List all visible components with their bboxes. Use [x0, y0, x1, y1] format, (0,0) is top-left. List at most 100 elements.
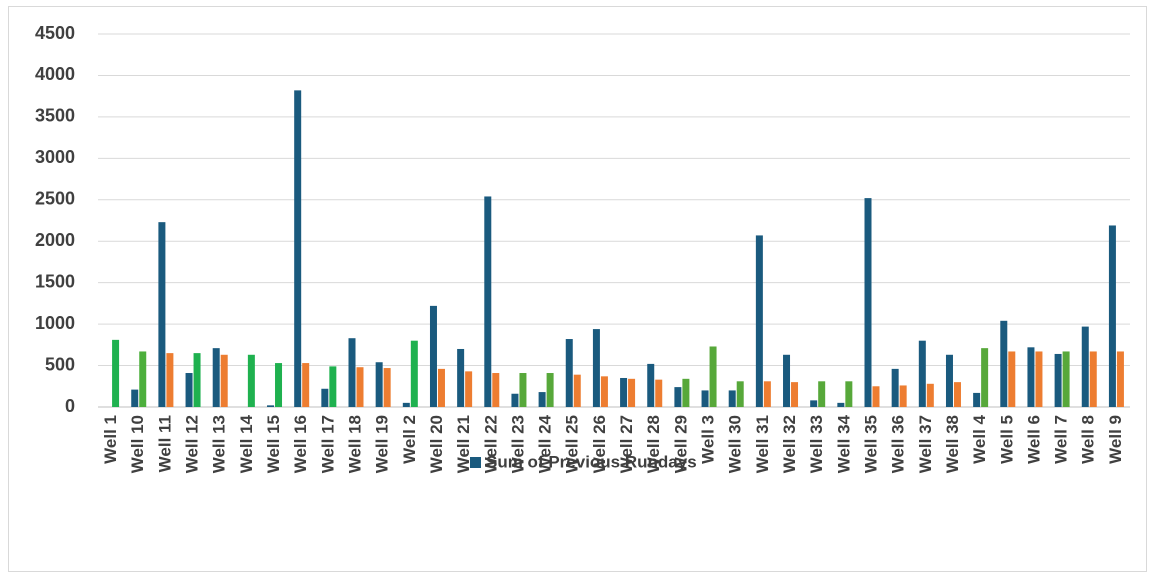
bar [926, 383, 934, 407]
x-tick-label: Well 15 [264, 415, 283, 473]
bar [628, 378, 636, 407]
bar [375, 362, 383, 407]
bar [465, 371, 473, 407]
bar [701, 390, 709, 407]
x-tick-label: Well 19 [373, 415, 392, 473]
bar [1108, 225, 1116, 407]
x-tick-label: Well 28 [644, 415, 663, 473]
x-tick-label: Well 3 [699, 415, 718, 464]
x-tick-label: Well 6 [1024, 415, 1043, 464]
bar [212, 348, 220, 407]
bar [348, 338, 356, 407]
bar [158, 222, 166, 407]
bar [294, 90, 302, 407]
bar [429, 305, 437, 407]
bar [1116, 351, 1124, 407]
y-tick-label: 1000 [35, 313, 75, 333]
bar [302, 363, 310, 407]
x-tick-label: Well 20 [427, 415, 446, 473]
bar [437, 368, 445, 407]
bar [872, 386, 880, 407]
x-tick-label: Well 23 [508, 415, 527, 473]
x-tick-label: Well 14 [237, 414, 256, 473]
bar [981, 348, 989, 407]
y-tick-label: 4500 [35, 23, 75, 43]
x-tick-label: Well 22 [481, 415, 500, 473]
bar [620, 377, 628, 407]
y-tick-label: 3500 [35, 106, 75, 126]
bar [864, 198, 872, 407]
x-tick-label: Well 36 [889, 415, 908, 473]
bar [1027, 347, 1035, 407]
bar [899, 385, 907, 407]
bar [973, 392, 981, 407]
bar [511, 393, 519, 407]
bar [1089, 351, 1097, 407]
bar [709, 346, 717, 407]
bar [1008, 351, 1016, 407]
x-tick-label: Well 27 [617, 415, 636, 473]
bar [166, 353, 174, 407]
bar [845, 381, 853, 407]
x-tick-label: Well 10 [128, 415, 147, 473]
x-tick-label: Well 9 [1106, 415, 1125, 464]
x-tick-label: Well 24 [536, 414, 555, 473]
x-tick-label: Well 16 [291, 415, 310, 473]
bar [818, 381, 826, 407]
bar [131, 389, 139, 407]
bar [519, 373, 527, 407]
x-tick-label: Well 13 [210, 415, 229, 473]
x-tick-label: Well 30 [726, 415, 745, 473]
y-tick-label: 500 [45, 354, 75, 374]
x-tick-label: Well 38 [943, 415, 962, 473]
bar [763, 381, 771, 407]
y-tick-label: 2500 [35, 189, 75, 209]
legend-label: Sum of Previous Rundays [486, 452, 697, 471]
bar [112, 339, 120, 407]
x-tick-label: Well 35 [861, 415, 880, 473]
x-tick-label: Well 31 [753, 415, 772, 473]
bar [1054, 353, 1062, 407]
x-tick-label: Well 1 [101, 415, 120, 464]
bar [546, 373, 554, 407]
bar [1000, 320, 1008, 407]
bar [383, 368, 391, 407]
bar [1081, 326, 1089, 407]
bar [783, 354, 791, 407]
x-tick-label: Well 29 [671, 415, 690, 473]
bar [484, 196, 492, 407]
bar [728, 390, 736, 407]
bar [410, 340, 418, 407]
bar [275, 363, 283, 407]
bar [736, 381, 744, 407]
bar [321, 388, 329, 407]
x-tick-label: Well 26 [590, 415, 609, 473]
y-tick-label: 3000 [35, 147, 75, 167]
bar [810, 400, 818, 407]
bar [674, 387, 682, 407]
bar [953, 382, 961, 407]
x-tick-label: Well 21 [454, 415, 473, 473]
bar [538, 392, 546, 407]
bar [565, 339, 573, 407]
x-tick-label: Well 8 [1079, 415, 1098, 464]
bar [247, 354, 255, 407]
x-tick-label: Well 18 [345, 415, 364, 473]
x-tick-label: Well 37 [916, 415, 935, 473]
bar [655, 379, 663, 407]
bar [755, 235, 763, 407]
bar [139, 351, 147, 407]
y-tick-label: 1500 [35, 271, 75, 291]
bar [600, 376, 608, 407]
x-tick-label: Well 2 [400, 415, 419, 464]
y-tick-label: 4000 [35, 64, 75, 84]
bar [267, 405, 275, 407]
bar [791, 382, 799, 407]
bar [1035, 351, 1043, 407]
x-tick-label: Well 7 [1052, 415, 1071, 464]
x-tick-label: Well 32 [780, 415, 799, 473]
x-tick-label: Well 17 [318, 415, 337, 473]
bar [402, 402, 410, 407]
bar [185, 373, 193, 407]
